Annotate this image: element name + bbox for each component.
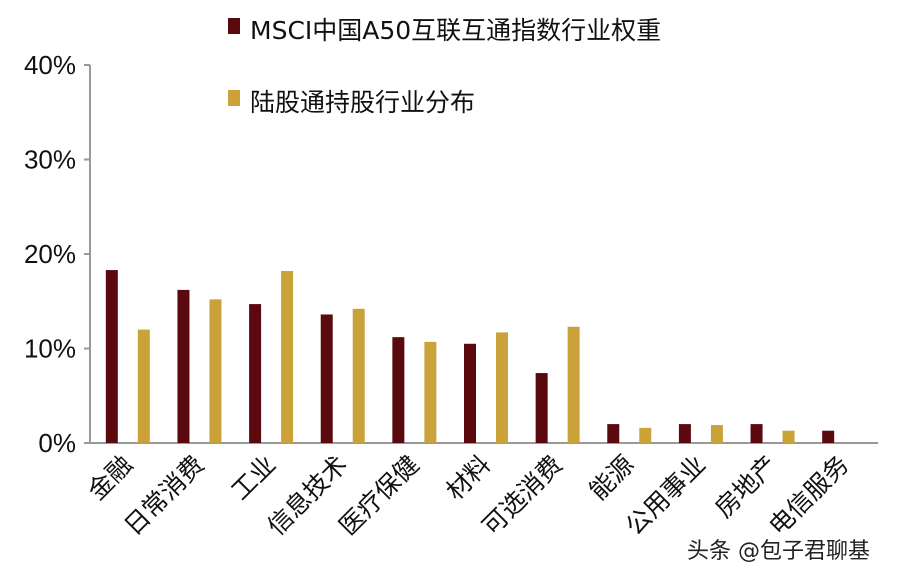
x-tick-label: 医疗保健 [333,450,424,541]
x-tick-label: 金融 [82,450,138,506]
y-tick-label: 0% [38,428,76,458]
bar-northbound [782,430,795,443]
bar-northbound [137,329,150,443]
x-tick-label: 可选消费 [477,450,568,541]
bar-msci [822,430,835,443]
bar-msci [678,424,691,443]
bar-msci [392,337,405,443]
bar-northbound [424,341,437,443]
legend-label: 陆股通持股行业分布 [250,88,475,117]
bar-msci [535,373,548,443]
y-tick-label: 40% [24,50,76,80]
x-tick-label: 材料 [440,450,496,506]
legend-label: MSCI中国A50互联互通指数行业权重 [250,16,661,45]
bar-northbound [352,308,365,443]
y-tick-label: 10% [24,334,76,364]
bar-msci [750,424,763,443]
bar-northbound [496,332,508,443]
x-tick-label: 公用事业 [620,450,711,541]
bar-northbound [710,425,723,443]
x-tick-label: 日常消费 [118,450,209,541]
bar-msci [177,289,190,443]
x-tick-label: 电信服务 [763,450,854,541]
bar-msci [607,424,620,443]
legend-swatch [228,90,240,106]
bar-northbound [281,271,294,443]
x-tick-label: 工业 [225,450,281,506]
bar-northbound [567,326,580,443]
bar-northbound [209,299,222,443]
bar-msci [105,270,118,443]
y-tick-label: 30% [24,145,76,175]
watermark: 头条 @包子君聊基 [687,539,870,564]
bar-northbound [639,427,652,443]
bar-msci [320,314,333,443]
legend-swatch [228,18,240,34]
bar-msci [464,343,476,443]
bar-msci [249,304,262,443]
x-tick-label: 能源 [584,450,640,506]
y-tick-label: 20% [24,239,76,269]
